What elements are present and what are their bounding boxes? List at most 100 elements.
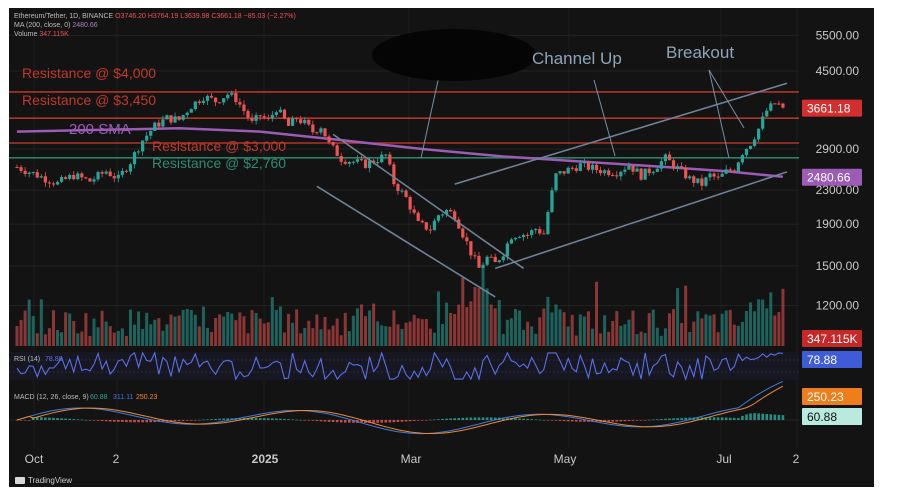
candle-body xyxy=(550,190,554,213)
volume-bar xyxy=(509,318,513,346)
candle-body xyxy=(530,230,534,236)
candle-body xyxy=(554,173,558,191)
candle-body xyxy=(765,110,769,117)
volume-bar xyxy=(546,297,550,346)
volume-bar xyxy=(254,312,258,346)
macd-hist-bar xyxy=(137,420,140,423)
candle-body xyxy=(132,152,137,165)
volume-bar xyxy=(226,312,230,346)
candle-body xyxy=(627,165,631,170)
macd-hist-bar xyxy=(360,420,363,423)
candle-body xyxy=(343,161,347,164)
volume-bar xyxy=(712,314,716,346)
candle-body xyxy=(509,239,514,244)
candle-body xyxy=(15,167,19,169)
volume-bar xyxy=(157,318,161,346)
x-tick-label: Oct xyxy=(25,452,44,466)
x-tick-label: 2 xyxy=(793,452,800,466)
volume-bar xyxy=(291,322,295,346)
macd-hist-bar xyxy=(522,418,525,420)
candle-body xyxy=(100,172,104,174)
volume-bar xyxy=(761,299,765,346)
chart-panel[interactable]: 200 SMA Channel Up Breakout Resistance @ $4… xyxy=(9,8,874,487)
rsi-tag-bg xyxy=(802,351,862,368)
macd-hist-bar xyxy=(388,420,392,423)
volume-bar xyxy=(740,321,744,346)
candle-body xyxy=(218,102,222,104)
volume-bar xyxy=(242,316,246,346)
volume-bar xyxy=(554,304,558,346)
volume-bar xyxy=(599,333,603,346)
volume-bar xyxy=(92,318,96,346)
candle-body xyxy=(193,101,197,110)
tradingview-brand[interactable]: TradingView xyxy=(15,476,72,485)
macd-hist-bar xyxy=(404,420,408,422)
macd-hist-bar xyxy=(348,420,351,423)
volume-bar xyxy=(23,310,27,346)
level-label: Resistance @ $3,450 xyxy=(22,92,156,108)
macd-hist-bar xyxy=(627,420,631,422)
level-label: Resistance @ $4,000 xyxy=(22,65,156,81)
candle-body xyxy=(526,234,530,236)
macd-hist-bar xyxy=(688,417,692,420)
candle-body xyxy=(590,164,595,170)
candle-body xyxy=(716,176,720,178)
macd-hist-bar xyxy=(412,420,416,421)
macd-hist-bar xyxy=(198,419,201,421)
macd-hist-bar xyxy=(639,420,643,421)
candle-body xyxy=(704,177,708,186)
macd-hist-bar xyxy=(177,420,181,422)
volume-bar xyxy=(445,302,449,346)
macd-hist-bar xyxy=(238,418,242,420)
volume-bar xyxy=(485,288,489,346)
candle-body xyxy=(327,136,331,143)
macd-hist-bar xyxy=(323,420,327,422)
volume-bar xyxy=(335,318,339,346)
volume-bar xyxy=(663,328,667,346)
candle-body xyxy=(201,100,206,104)
candle-body xyxy=(303,119,307,124)
candle-body xyxy=(274,112,278,115)
macd-hist-bar xyxy=(420,420,424,421)
candle-body xyxy=(124,170,129,172)
volume-bar xyxy=(76,333,80,346)
candle-body xyxy=(420,220,424,223)
macd-hist-bar xyxy=(733,417,736,420)
volume-bar xyxy=(278,306,282,346)
candle-body xyxy=(680,166,684,168)
volume-bar xyxy=(655,327,659,346)
candle-body xyxy=(477,255,481,268)
candle-body xyxy=(149,130,153,136)
candle-body xyxy=(136,151,141,153)
candle-body xyxy=(295,118,299,120)
macd-hist-bar xyxy=(206,419,209,420)
macd-hist-bar xyxy=(656,419,659,420)
macd-hist-bar xyxy=(117,420,120,422)
macd-hist-bar xyxy=(100,420,104,422)
macd-hist-bar xyxy=(250,417,254,420)
volume-bar xyxy=(388,326,392,346)
macd-hist-bar xyxy=(745,414,748,420)
ohlc-open: O3746.20 xyxy=(115,13,146,20)
volume-bar xyxy=(696,311,700,346)
candle-body xyxy=(558,171,562,174)
macd-hist-bar xyxy=(704,417,708,420)
volume-bar xyxy=(615,311,619,346)
candle-body xyxy=(598,170,603,174)
macd-hist-bar xyxy=(619,420,623,422)
volume-bar xyxy=(205,327,209,346)
volume-bar xyxy=(684,285,688,346)
breakout-label: Breakout xyxy=(666,43,734,62)
macd-hist-bar xyxy=(493,417,497,420)
macd-hist-bar xyxy=(327,420,331,422)
chart-svg[interactable]: 200 SMA Channel Up Breakout Resistance @ $4… xyxy=(9,8,874,487)
volume-bar xyxy=(526,321,530,346)
candle-body xyxy=(408,197,412,210)
volume-bar xyxy=(574,335,578,346)
volume-bar xyxy=(603,315,607,346)
volume-bar xyxy=(60,332,64,346)
volume-bar xyxy=(185,308,189,346)
macd-hist-bar xyxy=(416,420,420,421)
volume-bar xyxy=(201,306,205,346)
y-tick-label: 5500.00 xyxy=(816,28,860,42)
